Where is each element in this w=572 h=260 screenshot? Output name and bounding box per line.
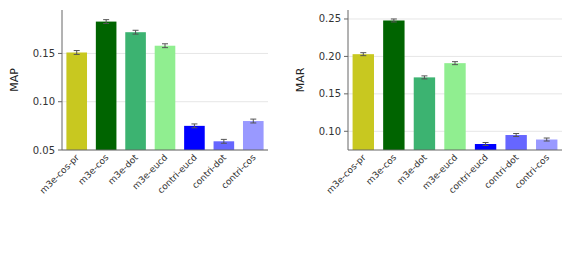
error-bar bbox=[360, 53, 366, 56]
y-axis-label: MAR bbox=[294, 67, 307, 92]
bar bbox=[184, 126, 205, 150]
x-tick-label: m3e-cos-pr bbox=[38, 152, 81, 195]
grid-line bbox=[348, 18, 562, 19]
y-tick-label: 0.15 bbox=[319, 88, 341, 99]
x-tick-label: m3e-cos bbox=[364, 152, 398, 186]
bar bbox=[505, 135, 526, 150]
bar bbox=[155, 46, 176, 150]
panel: 0.050.100.15m3e-cos-prm3e-cosm3e-dotm3e-… bbox=[8, 10, 268, 198]
x-tick-label: m3e-cos bbox=[76, 152, 110, 186]
bar bbox=[243, 121, 264, 150]
bar bbox=[414, 77, 435, 150]
x-tick-label: m3e-cos-pr bbox=[325, 152, 368, 195]
x-axis-line bbox=[348, 150, 562, 151]
y-tick-label: 0.25 bbox=[319, 13, 341, 24]
y-tick bbox=[344, 93, 348, 94]
error-bar bbox=[191, 124, 197, 128]
bar bbox=[66, 52, 87, 150]
grid-line bbox=[348, 56, 562, 57]
y-axis-label: MAP bbox=[8, 68, 21, 92]
y-tick-label: 0.05 bbox=[33, 145, 55, 156]
y-tick-label: 0.10 bbox=[33, 96, 55, 107]
x-tick-label: contri-eucd bbox=[156, 152, 199, 195]
bar bbox=[383, 20, 404, 150]
error-bar bbox=[221, 139, 227, 143]
x-tick-label: contri-cos bbox=[513, 152, 552, 191]
error-bar bbox=[250, 119, 256, 123]
x-axis-line bbox=[62, 150, 268, 151]
error-bar bbox=[483, 143, 489, 146]
error-bar bbox=[103, 20, 109, 24]
y-axis-line bbox=[348, 10, 349, 150]
y-tick bbox=[344, 18, 348, 19]
error-bar bbox=[544, 138, 550, 141]
error-bar bbox=[513, 134, 519, 137]
error-bar bbox=[162, 44, 168, 48]
x-tick-label: contri-eucd bbox=[447, 152, 490, 195]
bar bbox=[536, 140, 557, 150]
error-bar bbox=[391, 19, 397, 22]
y-tick-label: 0.15 bbox=[33, 48, 55, 59]
y-tick bbox=[58, 150, 62, 151]
chart-canvas: 0.050.100.15m3e-cos-prm3e-cosm3e-dotm3e-… bbox=[0, 0, 572, 260]
y-tick bbox=[58, 53, 62, 54]
y-tick bbox=[344, 131, 348, 132]
bars bbox=[66, 20, 263, 150]
y-tick-label: 0.10 bbox=[319, 126, 341, 137]
panel: 0.100.150.200.25m3e-cos-prm3e-cosm3e-dot… bbox=[294, 10, 562, 206]
error-bar bbox=[74, 51, 80, 55]
y-axis-line bbox=[62, 10, 63, 150]
bar bbox=[125, 32, 146, 150]
x-tick-label: contri-cos bbox=[219, 152, 258, 191]
error-bar bbox=[452, 62, 458, 65]
error-bar bbox=[133, 30, 139, 34]
bar bbox=[444, 63, 465, 150]
bar bbox=[96, 22, 117, 150]
error-bar bbox=[421, 76, 427, 79]
bars bbox=[353, 19, 558, 150]
y-tick bbox=[344, 56, 348, 57]
y-tick-label: 0.20 bbox=[319, 51, 341, 62]
grid-line bbox=[62, 150, 268, 151]
y-tick bbox=[58, 101, 62, 102]
bar bbox=[353, 54, 374, 150]
